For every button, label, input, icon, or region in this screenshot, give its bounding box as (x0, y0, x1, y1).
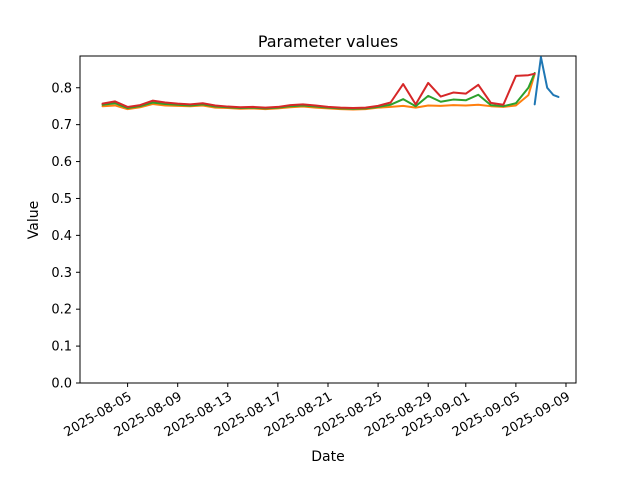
y-tick-label: 0.5 (51, 192, 72, 207)
y-tick-label: 0.6 (51, 155, 72, 170)
y-tick-label: 0.4 (51, 229, 72, 244)
chart-title: Parameter values (258, 32, 398, 51)
y-tick-label: 0.2 (51, 303, 72, 318)
x-axis-label: Date (311, 449, 344, 465)
y-axis-label: Value (26, 201, 42, 239)
x-axis-ticks: 2025-08-052025-08-092025-08-132025-08-17… (62, 383, 573, 440)
y-tick-label: 0.7 (51, 118, 72, 133)
y-axis-ticks: 0.0 0.1 0.2 0.3 0.4 0.5 0.6 0.7 0.8 (51, 81, 80, 392)
y-tick-label: 0.8 (51, 81, 72, 96)
series-lines (101, 56, 560, 111)
y-tick-label: 0.3 (51, 266, 72, 281)
line-series-blue (533, 56, 560, 106)
y-tick-label: 0.0 (51, 377, 72, 392)
line-series-red (101, 72, 536, 110)
y-tick-label: 0.1 (51, 340, 72, 355)
